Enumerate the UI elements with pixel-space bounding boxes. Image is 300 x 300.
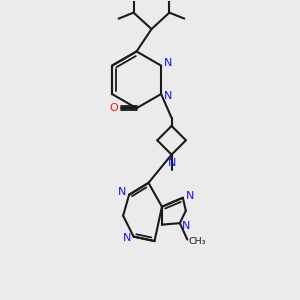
Text: N: N [118, 188, 127, 197]
Text: N: N [167, 158, 176, 168]
Text: N: N [164, 91, 172, 100]
Text: N: N [186, 191, 194, 201]
Text: O: O [109, 103, 118, 113]
Text: CH₃: CH₃ [188, 237, 206, 246]
Text: N: N [123, 233, 131, 243]
Text: N: N [164, 58, 172, 68]
Text: N: N [182, 220, 190, 230]
